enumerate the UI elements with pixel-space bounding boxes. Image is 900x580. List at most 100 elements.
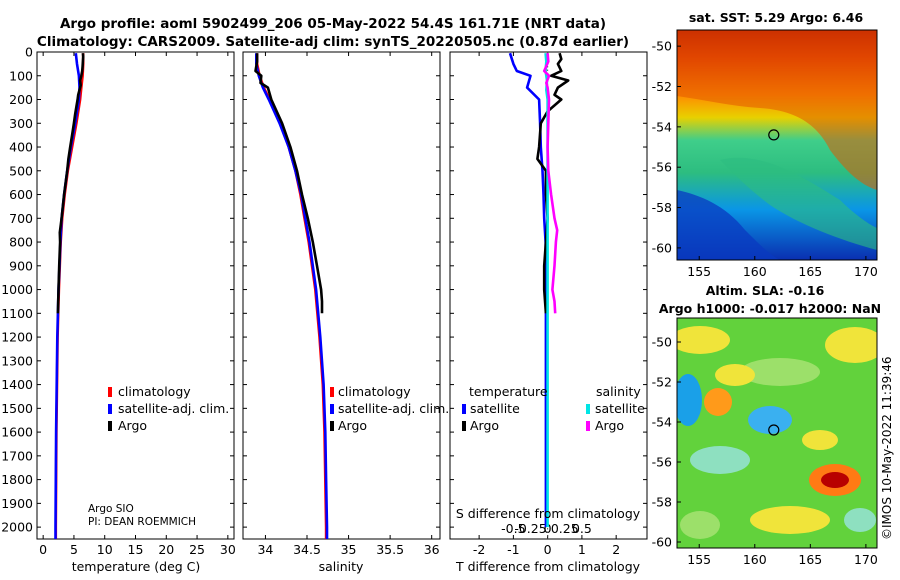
x-tick-label: 5 [70, 542, 78, 557]
x-tick-label: 36 [424, 542, 440, 557]
salinity-panel: 34 34.5 35 35.5 36 climatology satellite-adj… [242, 51, 449, 574]
legend-heading-salinity: salinity [596, 384, 641, 399]
salinity-xlabel: salinity [319, 559, 364, 574]
map-x-tick-label: 160 [743, 264, 767, 279]
depth-tick-label: 1200 [1, 330, 33, 345]
legend-label-satellite: satellite-adj. clim. [118, 401, 229, 416]
sla-anomaly [690, 446, 750, 474]
legend-label-argo: Argo [118, 418, 147, 433]
depth-tick-label: 500 [9, 163, 33, 178]
sla-map: 155 160 165 170 -50 -52 -54 -56 -58 -60 [652, 317, 878, 567]
legend-label-climatology: climatology [338, 384, 411, 399]
x-tick-label: 20 [158, 542, 174, 557]
x-tick-label: 1 [578, 542, 586, 557]
sla-anomaly [825, 327, 877, 363]
profile-line [536, 52, 570, 314]
depth-tick-label: 100 [9, 68, 33, 83]
map-x-tick-label: 165 [798, 552, 822, 567]
sla-map-frame [676, 317, 878, 549]
x-tick-label: 0 [544, 542, 552, 557]
x-tick-label: -1 [507, 542, 519, 557]
s-tick-label: -0.25 [514, 521, 546, 536]
depth-tick-label: 1800 [1, 472, 33, 487]
depth-tick-label: 1100 [1, 306, 33, 321]
map-x-tick-label: 155 [687, 264, 711, 279]
credit-line2: PI: DEAN ROEMMICH [88, 516, 196, 528]
x-tick-label: 30 [220, 542, 236, 557]
profile-line [254, 53, 324, 314]
map-y-tick-label: -50 [652, 39, 672, 54]
legend-label-sat-temp: satellite [470, 401, 520, 416]
map-y-tick-label: -54 [652, 415, 672, 430]
map-x-tick-label: 170 [854, 264, 878, 279]
depth-tick-label: 700 [9, 211, 33, 226]
sla-map-title1: Altim. SLA: -0.16 [706, 283, 825, 298]
legend-swatch-sat-sal [586, 404, 590, 414]
header-line1: Argo profile: aoml 5902499_206 05-May-20… [60, 16, 606, 32]
depth-tick-label: 0 [25, 45, 33, 60]
x-tick-label: 35.5 [376, 542, 404, 557]
sst-cold-pool [677, 190, 780, 260]
legend-swatch-sat-temp [462, 404, 466, 414]
depth-tick-label: 1900 [1, 496, 33, 511]
depth-tick-label: 1000 [1, 282, 33, 297]
profile-line [508, 52, 548, 528]
sla-anomaly [748, 406, 792, 434]
sla-anomaly [680, 511, 720, 539]
legend-swatch-satellite [108, 404, 112, 414]
sst-warm-tongue [677, 30, 877, 190]
x-tick-label: 34 [257, 542, 273, 557]
x-tick-label: 25 [189, 542, 205, 557]
float-position-marker [768, 129, 780, 141]
x-tick-label: 34.5 [293, 542, 321, 557]
sla-anomaly [677, 374, 702, 426]
header-line2: Climatology: CARS2009. Satellite-adj cli… [37, 34, 629, 50]
map-y-tick-label: -50 [652, 335, 672, 350]
difference-legend-temperature: temperature satellite Argo [462, 384, 548, 433]
depth-tick-label: 1600 [1, 425, 33, 440]
depth-tick-label: 300 [9, 116, 33, 131]
legend-swatch-argo [330, 421, 334, 431]
map-y-tick-label: -60 [652, 535, 672, 550]
x-tick-label: 10 [97, 542, 113, 557]
legend-swatch-climatology [108, 387, 112, 397]
sst-map-title: sat. SST: 5.29 Argo: 6.46 [689, 10, 864, 25]
map-y-tick-label: -52 [652, 79, 672, 94]
map-y-tick-label: -58 [652, 200, 672, 215]
s-tick-label: 0.5 [572, 521, 592, 536]
difference-legend-salinity: salinity satellite Argo [586, 384, 645, 433]
x-tick-label: 2 [612, 542, 620, 557]
sla-anomaly [704, 388, 732, 416]
legend-label-climatology: climatology [118, 384, 191, 399]
sla-anomaly [715, 364, 755, 386]
salinity-axes-frame [242, 51, 441, 540]
map-x-tick-label: 165 [798, 264, 822, 279]
x-tick-label: 15 [128, 542, 144, 557]
salinity-legend: climatology satellite-adj. clim. Argo [330, 384, 449, 433]
depth-tick-label: 200 [9, 92, 33, 107]
legend-swatch-argo-temp [462, 421, 466, 431]
depth-tick-label: 2000 [1, 520, 33, 535]
depth-tick-label: 1500 [1, 401, 33, 416]
map-x-tick-label: 160 [743, 552, 767, 567]
sla-anomaly [844, 508, 876, 532]
temperature-legend: climatology satellite-adj. clim. Argo [108, 384, 229, 433]
legend-heading-temperature: temperature [469, 384, 548, 399]
x-tick-label: 0 [39, 542, 47, 557]
depth-tick-label: 900 [9, 258, 33, 273]
depth-tick-label: 400 [9, 140, 33, 155]
x-tick-label: -2 [473, 542, 485, 557]
temperature-xlabel: temperature (deg C) [72, 559, 201, 574]
map-y-tick-label: -52 [652, 375, 672, 390]
sla-anomaly [802, 430, 838, 450]
credit-line1: Argo SIO [88, 503, 134, 515]
s-tick-label: -0.5 [501, 521, 525, 536]
map-y-tick-label: -54 [652, 119, 672, 134]
imos-watermark: ©IMOS 10-May-2022 11:39:46 [880, 356, 894, 540]
depth-tick-label: 1300 [1, 353, 33, 368]
map-y-tick-label: -58 [652, 495, 672, 510]
legend-swatch-argo-sal [586, 421, 590, 431]
legend-label-argo-sal: Argo [595, 418, 624, 433]
legend-label-argo: Argo [338, 418, 367, 433]
